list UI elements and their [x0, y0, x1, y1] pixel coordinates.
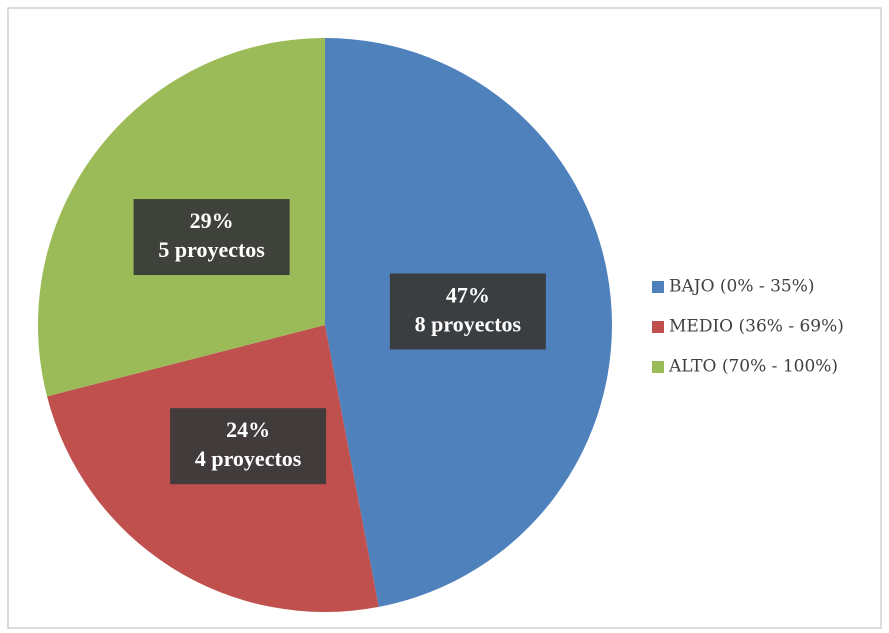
legend-swatch	[652, 361, 664, 373]
data-label-value: 29%	[190, 208, 234, 233]
data-label-value: 24%	[226, 417, 270, 442]
legend-swatch	[652, 321, 664, 333]
data-label-box	[170, 408, 327, 485]
legend-label: BAJO (0% - 35%)	[669, 277, 815, 297]
data-label-detail: 5 proyectos	[158, 237, 265, 262]
legend-label: MEDIO (36% - 69%)	[669, 317, 844, 337]
data-label-box	[133, 199, 290, 276]
data-label-detail: 4 proyectos	[195, 446, 302, 471]
data-label-detail: 8 proyectos	[415, 312, 522, 337]
data-label-box	[389, 273, 546, 350]
legend-swatch	[652, 281, 664, 293]
legend-label: ALTO (70% - 100%)	[668, 357, 838, 377]
data-label-value: 47%	[446, 283, 490, 308]
